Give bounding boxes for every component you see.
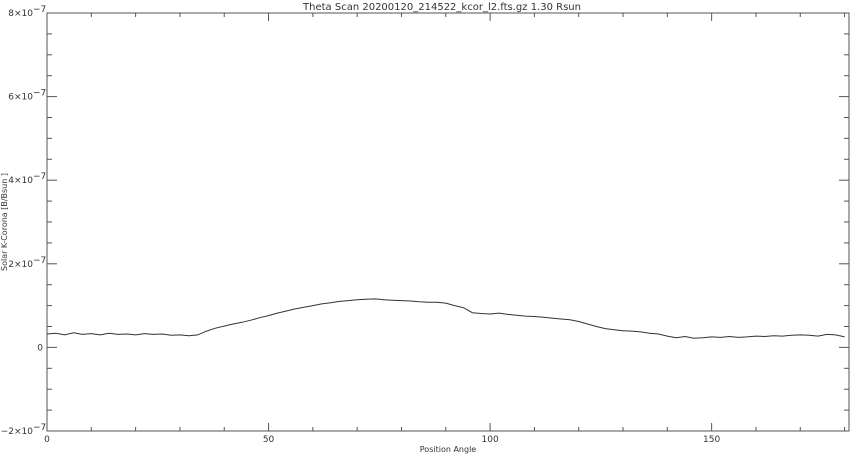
y-tick-label: 6×10 [8,93,33,103]
y-tick-exponent: −7 [33,89,46,99]
minor-ticks [47,13,849,431]
y-axis-title: Solar K-Corona [B/Bsun ] [0,173,9,271]
x-tick-label: 0 [44,435,50,445]
x-tick-label: 50 [263,435,275,445]
y-tick-label: 8×10 [8,9,33,19]
x-tick-label: 100 [482,435,499,445]
y-tick-label: 4×10 [8,176,33,186]
series-line [46,298,845,339]
plot-frame [46,12,850,432]
y-tick-exponent: −7 [33,423,46,433]
x-axis-title: Position Angle [420,445,477,454]
y-axis-ticks: −2×10 −702×10 −74×10 −76×10 −78×10 −7 [1,5,849,437]
y-tick-exponent: −7 [33,256,46,266]
chart-title: Theta Scan 20200120_214522_kcor_l2.fts.g… [302,2,581,13]
y-tick-exponent: −7 [33,5,46,15]
x-axis-ticks: 0 50 100 150 [44,13,720,445]
y-tick-label: −2×10 [1,427,34,437]
y-tick-label: 0 [37,343,43,353]
y-tick-exponent: −7 [33,172,46,182]
y-tick-label: 2×10 [8,260,33,270]
x-tick-label: 150 [703,435,720,445]
